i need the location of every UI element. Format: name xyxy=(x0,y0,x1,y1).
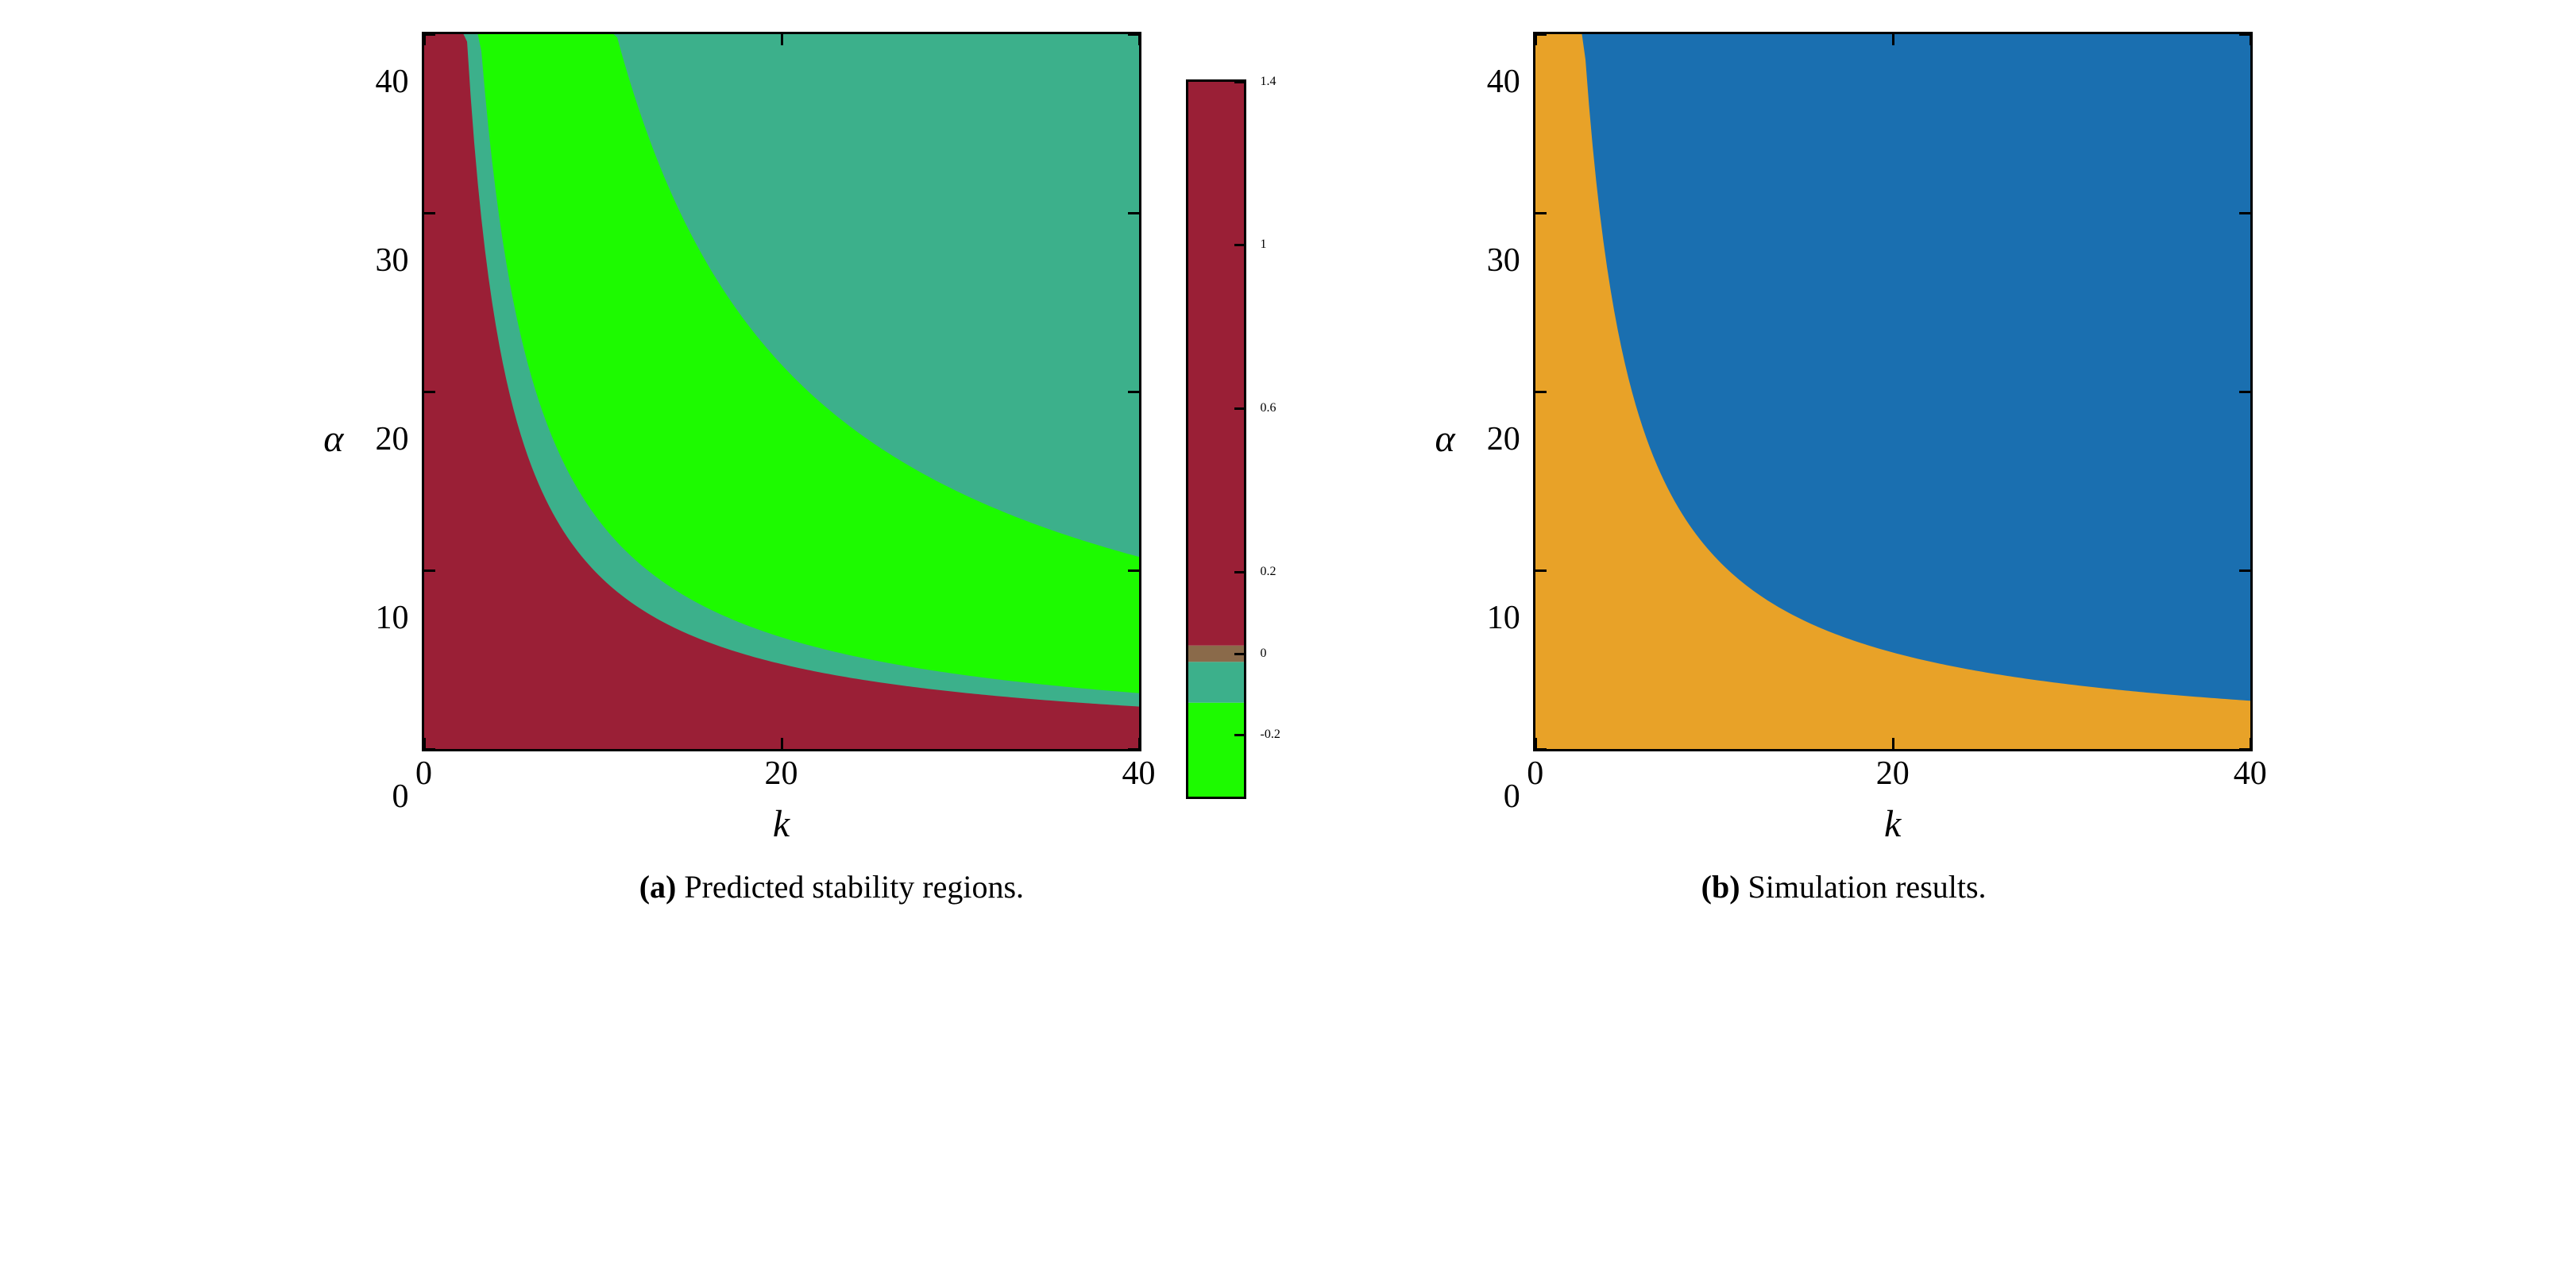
colorbar-tick-label: 1.4 xyxy=(1261,75,1276,89)
panel-a-colorbar xyxy=(1186,79,1246,799)
figure-container: α 010203040 02040 k -0.200.20.611.4 (a) … xyxy=(32,32,2544,905)
xtick-label: 20 xyxy=(765,755,798,793)
panel-b-caption-bold: (b) xyxy=(1701,869,1740,905)
xtick-label: 20 xyxy=(1876,755,1910,793)
panel-b-caption-text: Simulation results. xyxy=(1740,869,1987,905)
panel-a: α 010203040 02040 k -0.200.20.611.4 (a) … xyxy=(323,32,1339,905)
panel-a-caption: (a) Predicted stability regions. xyxy=(639,868,1024,905)
xtick-label: 0 xyxy=(415,755,432,793)
panel-b-plot-row: α 0 10 20 30 40 02040 k xyxy=(1435,32,2253,846)
panel-a-yticks: 010203040 xyxy=(360,82,415,797)
ytick-label: 20 xyxy=(376,420,409,458)
ytick-label: 10 xyxy=(1487,599,1520,637)
colorbar-tick-label: 0.6 xyxy=(1261,401,1276,415)
panel-a-xticks: 02040 xyxy=(424,751,1139,796)
panel-a-colorbar-ticks: -0.200.20.611.4 xyxy=(1253,82,1340,797)
panel-a-ylabel: α xyxy=(323,417,343,461)
colorbar-tick-label: -0.2 xyxy=(1261,728,1280,742)
ytick-label: 20 xyxy=(1487,420,1520,458)
xtick-label: 0 xyxy=(1527,755,1543,793)
ytick-label: 30 xyxy=(376,241,409,280)
ytick-label: 0 xyxy=(392,778,409,816)
panel-a-xlabel: k xyxy=(773,802,790,846)
ytick-label: 40 xyxy=(1487,63,1520,101)
ytick-label: 30 xyxy=(1487,241,1520,280)
panel-b-plot-box xyxy=(1533,32,2253,751)
panel-b: α 0 10 20 30 40 02040 k (b) Simulation resul… xyxy=(1435,32,2253,905)
xtick-label: 40 xyxy=(1122,755,1156,793)
panel-b-caption: (b) Simulation results. xyxy=(1701,868,1987,905)
colorbar-tick-label: 0 xyxy=(1261,647,1267,661)
panel-b-xticks: 02040 xyxy=(1535,751,2250,796)
colorbar-tick-label: 1 xyxy=(1261,237,1267,252)
panel-a-plot-row: α 010203040 02040 k -0.200.20.611.4 xyxy=(323,32,1339,846)
ytick-label: 0 xyxy=(1504,778,1520,816)
panel-a-caption-text: Predicted stability regions. xyxy=(676,869,1024,905)
panel-a-caption-bold: (a) xyxy=(639,869,677,905)
panel-b-ylabel: α xyxy=(1435,417,1455,461)
colorbar-tick-label: 0.2 xyxy=(1261,565,1276,579)
panel-b-yticks: 010203040 xyxy=(1471,82,1527,797)
ytick-label: 10 xyxy=(376,599,409,637)
panel-b-plot-col: 02040 k xyxy=(1533,32,2253,846)
panel-b-yaxis-col: 010203040 xyxy=(1471,82,1527,797)
panel-a-plot-col: 02040 k xyxy=(422,32,1141,846)
panel-b-xlabel: k xyxy=(1884,802,1901,846)
panel-a-plot-box xyxy=(422,32,1141,751)
panel-a-yaxis-col: 010203040 xyxy=(360,82,415,797)
xtick-label: 40 xyxy=(2234,755,2267,793)
ytick-label: 40 xyxy=(376,63,409,101)
